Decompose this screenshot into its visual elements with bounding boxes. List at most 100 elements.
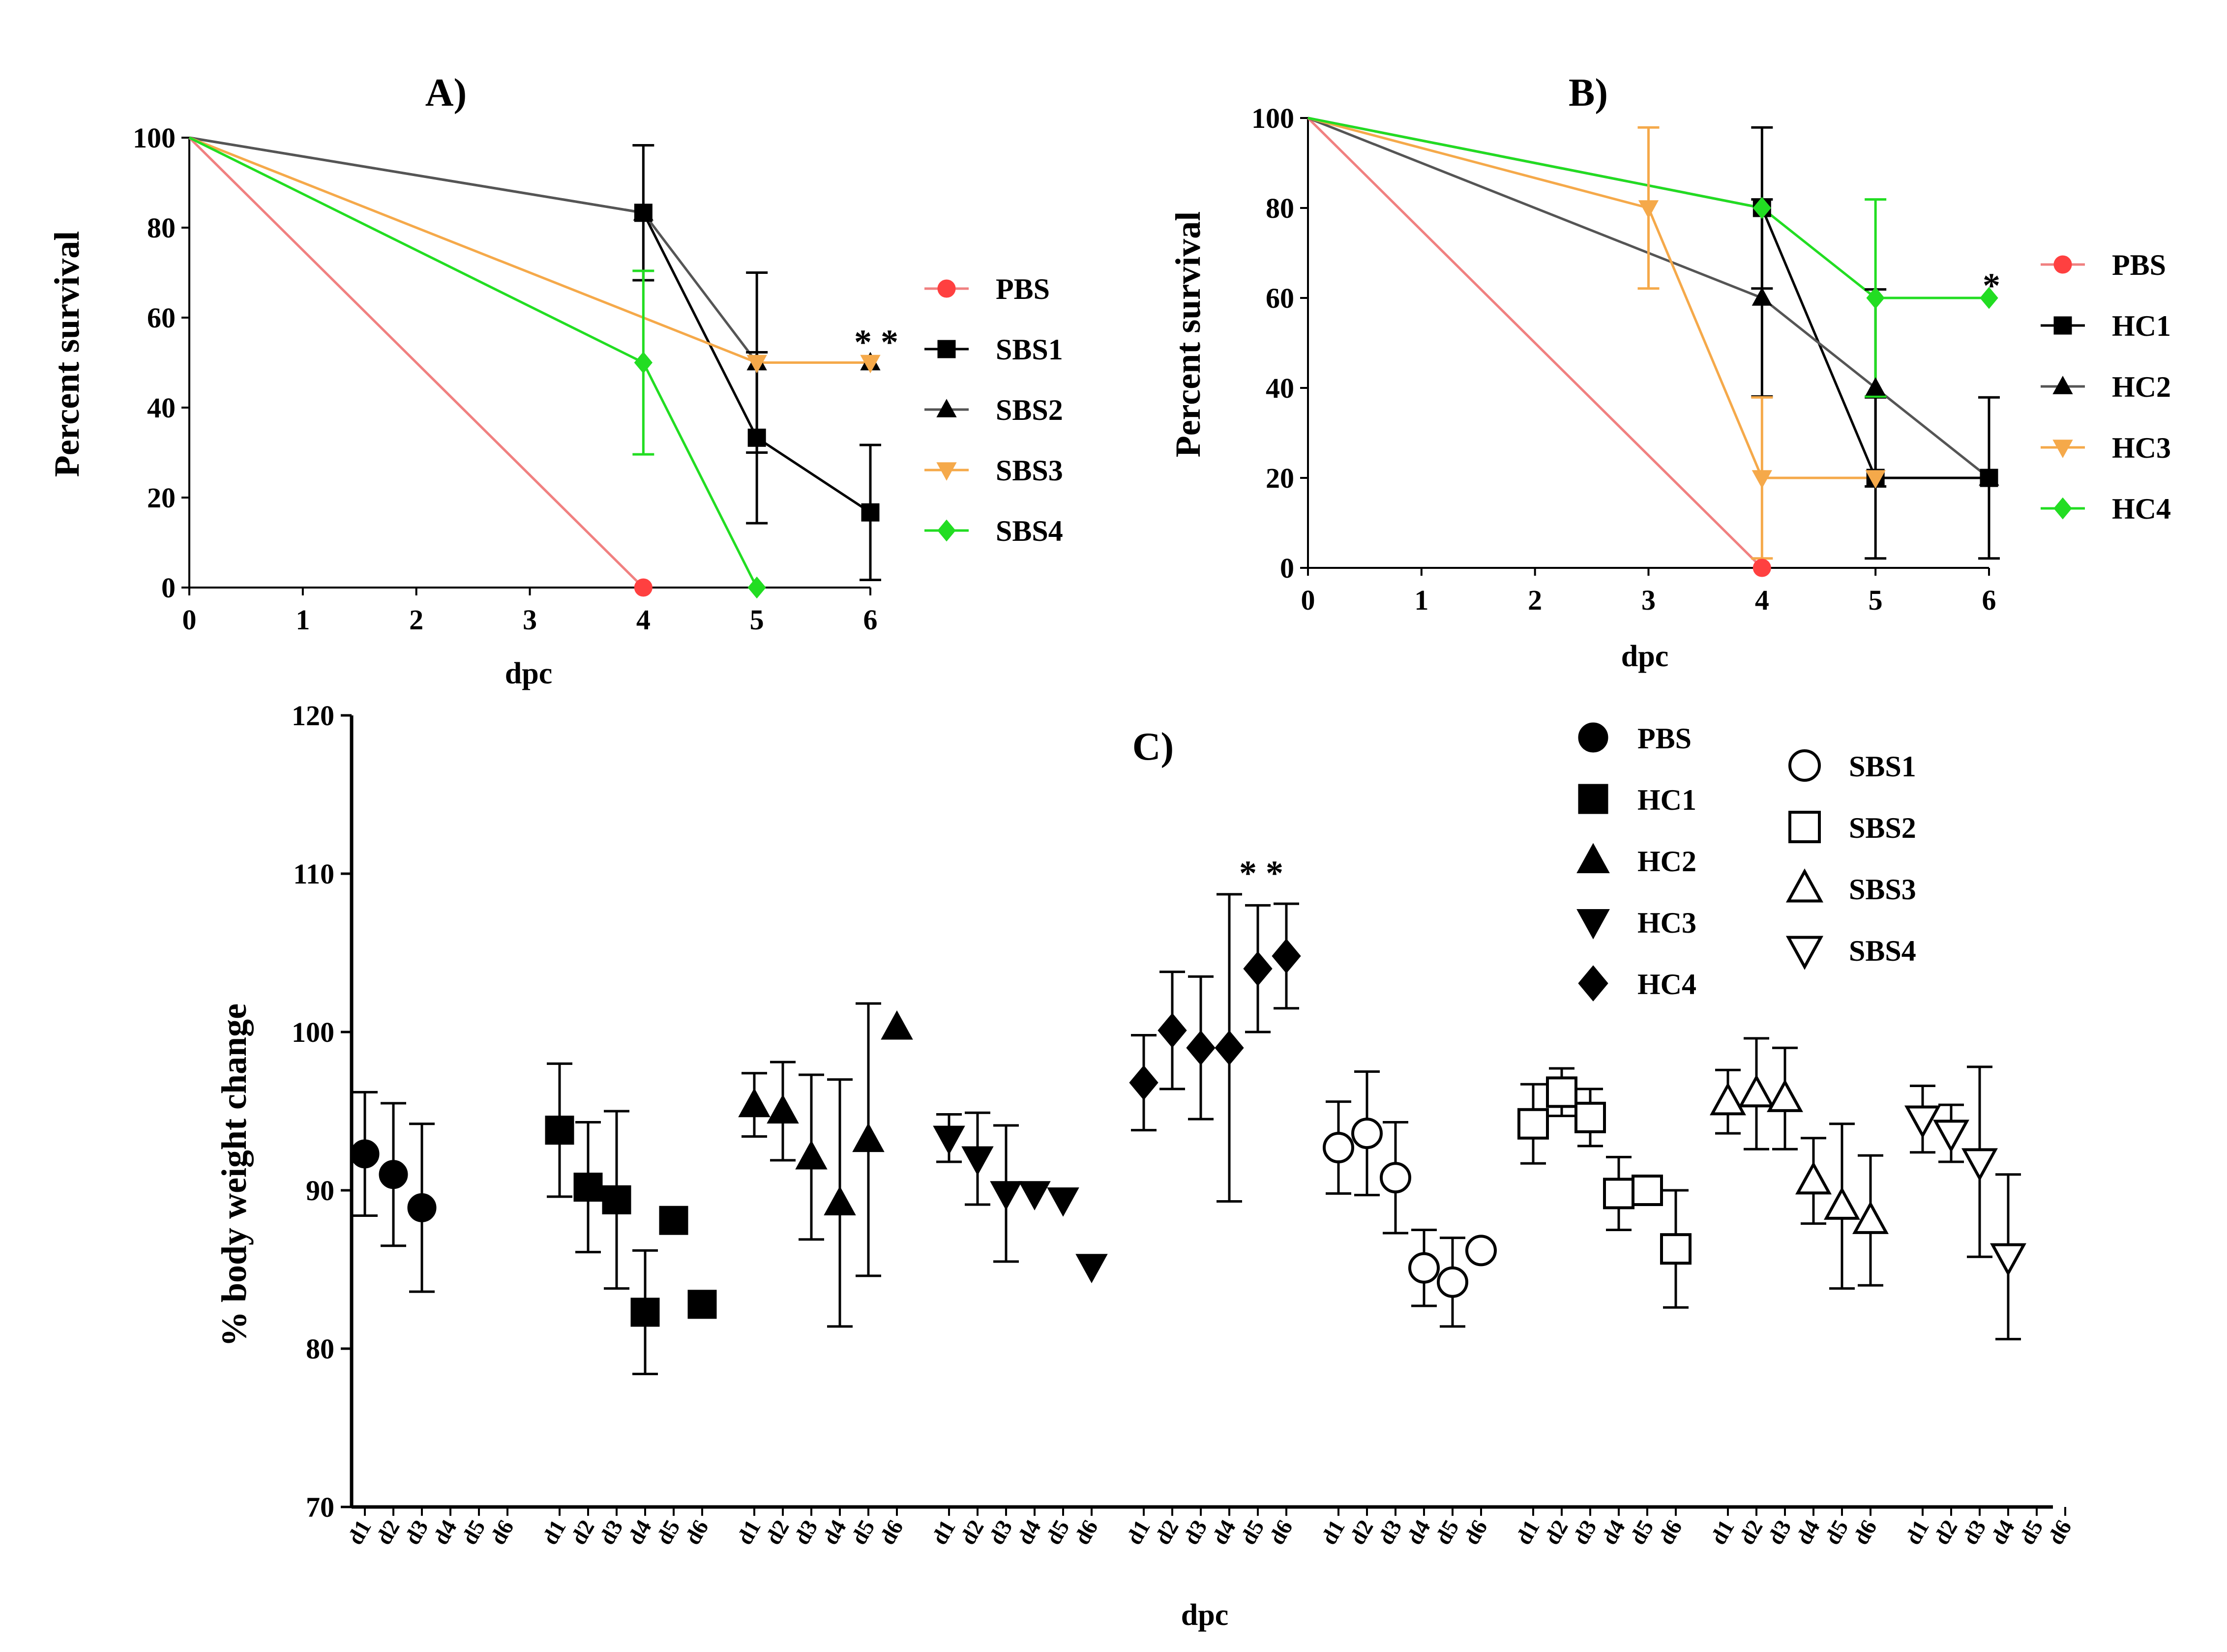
panel-c-x-axis-label: dpc xyxy=(1181,1598,1228,1632)
panel-c-point-sbs1 xyxy=(1408,1252,1440,1284)
panel-c-point-hc3 xyxy=(1018,1181,1051,1210)
panel-c-point-sbs2 xyxy=(1546,1076,1577,1108)
panel-b-point-hc2 xyxy=(1979,467,1999,486)
panel-b-y-axis-label: Percent survival xyxy=(1168,211,1208,458)
panel-c-legend-marker-hc1 xyxy=(1578,784,1608,814)
panel-c-legend-marker-hc4 xyxy=(1578,965,1608,1002)
panel-a-point-sbs1 xyxy=(747,428,766,447)
panel-c-significance-annotation: * * xyxy=(1239,854,1283,893)
panel-a-x-tick-label: 5 xyxy=(750,604,764,636)
panel-c-point-pbs xyxy=(379,1160,408,1189)
panel-c-legend-label-hc4: HC4 xyxy=(1637,968,1696,1001)
panel-c-legend-label-hc2: HC2 xyxy=(1637,845,1696,878)
panel-a-point-sbs4 xyxy=(634,352,653,374)
panel-c-point-hc4 xyxy=(1215,1030,1244,1065)
panel-b-x-tick-label: 6 xyxy=(1982,584,1996,616)
panel-c-point-hc1 xyxy=(573,1173,603,1202)
panel-a-x-tick-label: 2 xyxy=(409,604,423,636)
panel-b-x-tick-label: 4 xyxy=(1755,584,1769,616)
panel-b-legend-label-hc3: HC3 xyxy=(2112,432,2171,464)
panel-c-point-sbs2 xyxy=(1517,1108,1549,1140)
panel-b-series-line-pbs xyxy=(1307,117,1763,569)
panel-c-point-sbs3 xyxy=(1710,1082,1746,1116)
panel-b-y-tick-label: 20 xyxy=(1266,462,1294,494)
panel-c-point-hc1 xyxy=(602,1185,631,1214)
panel-a-legend-label-sbs1: SBS1 xyxy=(996,333,1063,366)
panel-c-point-hc4 xyxy=(1158,1013,1187,1048)
panel-a-point-sbs3 xyxy=(860,354,881,374)
panel-c-legend-marker-sbs1 xyxy=(1788,749,1821,782)
panel-c-legend-marker-hc2 xyxy=(1576,843,1610,873)
panel-b-x-tick-label: 5 xyxy=(1869,584,1883,616)
panel-a-legend-label-pbs: PBS xyxy=(996,273,1050,305)
panel-c-point-sbs2 xyxy=(1660,1233,1692,1265)
panel-c-point-hc2 xyxy=(767,1094,799,1124)
panel-a-series-line-pbs xyxy=(188,137,645,589)
panel-c-point-hc2 xyxy=(852,1122,885,1152)
panel-b-series-line-hc4 xyxy=(1307,117,1989,299)
panel-c-legend-label-pbs: PBS xyxy=(1637,722,1692,755)
panel-c-point-hc1 xyxy=(545,1116,574,1145)
panel-b-legend-marker-hc3 xyxy=(2052,440,2073,458)
panel-c-point-sbs4 xyxy=(1961,1148,1998,1181)
panel-c-y-tick-label: 120 xyxy=(292,700,334,732)
panel-c-legend-label-sbs2: SBS2 xyxy=(1849,812,1916,844)
panel-a-legend-marker-sbs4 xyxy=(937,519,956,542)
panel-b-point-hc4 xyxy=(1980,287,1998,309)
panel-c-point-sbs3 xyxy=(1767,1079,1803,1112)
panel-c-legend-label-sbs1: SBS1 xyxy=(1849,750,1916,783)
panel-c-point-sbs4 xyxy=(1933,1120,1969,1153)
panel-c-point-hc3 xyxy=(961,1146,994,1176)
panel-c-point-hc4 xyxy=(1129,1065,1158,1100)
panel-a-y-tick-label: 80 xyxy=(147,212,176,244)
panel-c-point-sbs1 xyxy=(1351,1118,1383,1150)
panel-b-y-tick-label: 80 xyxy=(1266,192,1294,224)
panel-c-point-hc4 xyxy=(1243,951,1273,986)
panel-a-legend-marker-sbs3 xyxy=(936,462,957,481)
panel-b-title: B) xyxy=(1569,71,1608,115)
panel-c-point-hc1 xyxy=(687,1290,717,1319)
panel-a-x-tick-label: 6 xyxy=(863,604,878,636)
panel-a-legend-marker-sbs2 xyxy=(936,399,957,417)
panel-c-y-tick-label: 110 xyxy=(293,858,334,890)
panel-c-legend-label-sbs4: SBS4 xyxy=(1849,935,1916,967)
panel-c-point-sbs1 xyxy=(1380,1162,1411,1194)
panel-b-legend-marker-hc1 xyxy=(2053,316,2072,335)
panel-a-legend-marker-pbs xyxy=(937,279,956,298)
panel-b-point-hc3 xyxy=(1865,470,1886,489)
panel-c-point-hc1 xyxy=(659,1206,688,1235)
panel-c-point-hc3 xyxy=(933,1125,965,1155)
panel-a-y-tick-label: 20 xyxy=(147,482,176,514)
panel-c-point-sbs2 xyxy=(1574,1101,1606,1133)
panel-b-legend-label-hc4: HC4 xyxy=(2112,493,2171,525)
panel-c-point-hc3 xyxy=(1075,1254,1108,1283)
panel-c-y-axis-label: % body weight change xyxy=(214,1003,254,1347)
panel-c-point-hc4 xyxy=(1186,1030,1216,1065)
panel-b-legend-marker-pbs xyxy=(2053,255,2072,274)
panel-a-legend-marker-sbs1 xyxy=(937,340,956,358)
panel-b-legend-label-hc2: HC2 xyxy=(2112,371,2171,403)
panel-c-point-hc1 xyxy=(630,1298,660,1327)
panel-c-legend-label-hc1: HC1 xyxy=(1637,784,1696,816)
panel-b-point-hc3 xyxy=(1638,200,1659,219)
panel-c-legend-marker-sbs4 xyxy=(1785,936,1824,970)
panel-c-point-sbs4 xyxy=(1990,1243,2026,1276)
panel-a-title: A) xyxy=(425,71,467,115)
panel-a-y-tick-label: 60 xyxy=(147,302,176,334)
panel-c-point-sbs3 xyxy=(1852,1201,1889,1234)
panel-c-point-sbs3 xyxy=(1824,1186,1860,1220)
panel-c-y-tick-label: 70 xyxy=(306,1491,334,1523)
panel-a-point-sbs3 xyxy=(746,354,767,374)
panel-a-point-sbs1 xyxy=(861,503,880,522)
panel-b-legend-label-hc1: HC1 xyxy=(2112,310,2171,342)
panel-c-point-sbs2 xyxy=(1603,1178,1634,1210)
panel-a-y-axis-label: Percent survival xyxy=(47,231,87,477)
panel-c-y-tick-label: 80 xyxy=(306,1333,334,1365)
panel-c-point-hc4 xyxy=(1272,938,1301,974)
panel-a-legend-label-sbs3: SBS3 xyxy=(996,454,1063,487)
panel-a-legend-label-sbs2: SBS2 xyxy=(996,394,1063,426)
panel-a-x-tick-label: 0 xyxy=(182,604,197,636)
panel-a-point-sbs2 xyxy=(633,202,653,221)
panel-b-y-tick-label: 40 xyxy=(1266,372,1294,404)
